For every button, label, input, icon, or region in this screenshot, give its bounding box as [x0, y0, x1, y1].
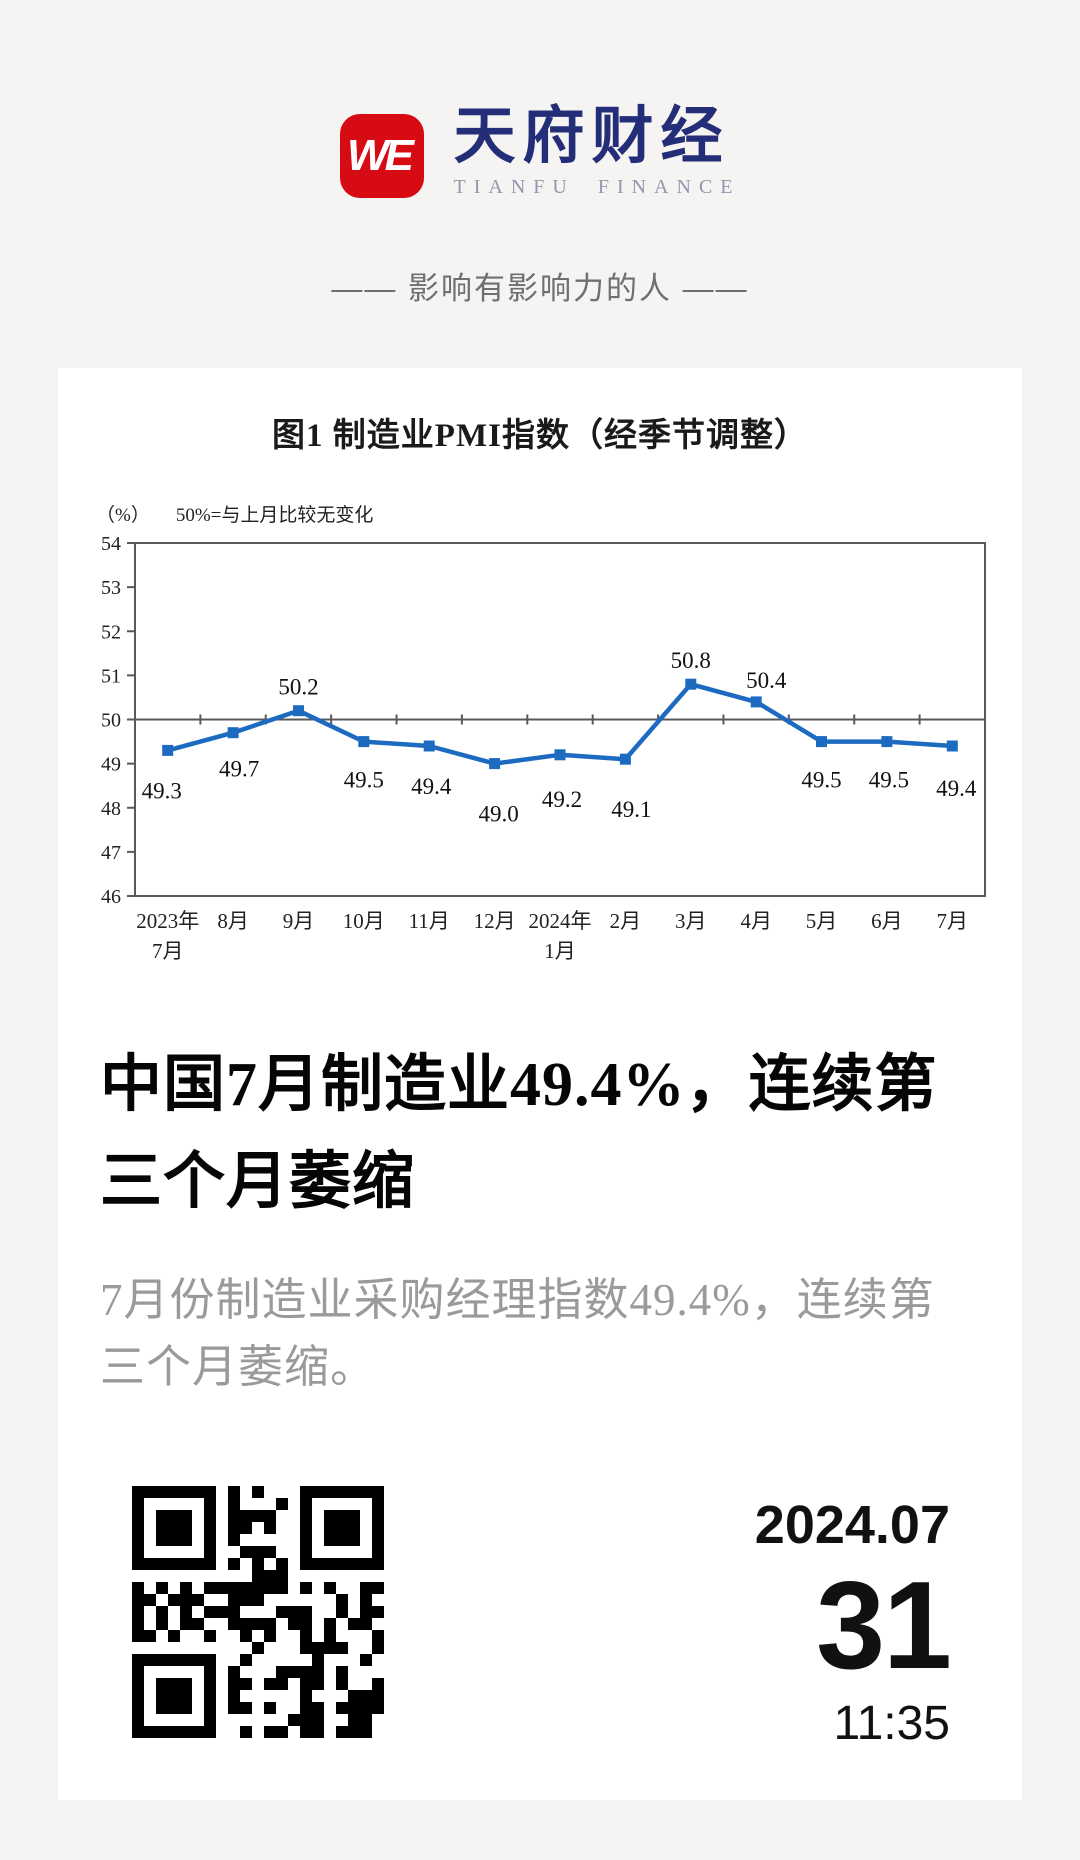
- card-footer: 2024.07 31 11:35: [132, 1485, 952, 1751]
- svg-text:49.4: 49.4: [411, 774, 452, 799]
- svg-text:49.4: 49.4: [936, 776, 977, 801]
- svg-text:12月: 12月: [474, 909, 516, 933]
- publish-day: 31: [816, 1556, 952, 1695]
- svg-text:49.5: 49.5: [344, 768, 384, 793]
- svg-text:46: 46: [101, 886, 121, 908]
- svg-text:5月: 5月: [806, 909, 838, 933]
- svg-text:7月: 7月: [152, 939, 184, 963]
- svg-text:11月: 11月: [409, 909, 450, 933]
- svg-text:4月: 4月: [740, 909, 772, 933]
- pmi-line-chart: 46 47 48 49 50 51 52 53 54 49.3 49.7 50.2 49.5 49.4 49…: [101, 533, 986, 963]
- svg-text:49.2: 49.2: [542, 787, 582, 812]
- svg-text:50: 50: [101, 710, 121, 732]
- brand-block: 天府财经 TIANFU FINANCE: [454, 104, 741, 199]
- svg-text:49.5: 49.5: [869, 768, 909, 793]
- article-summary: 7月份制造业采购经理指数49.4%，连续第三个月萎缩。: [100, 1274, 935, 1393]
- svg-text:47: 47: [101, 842, 121, 864]
- brand-name-chinese: 天府财经: [453, 102, 730, 171]
- svg-text:10月: 10月: [343, 909, 385, 933]
- brand-header: WE 天府财经 TIANFU FINANCE —— 影响有影响力的人 ——: [0, 0, 1080, 308]
- chart-unit-label: （%）: [96, 505, 150, 527]
- qr-code-icon: [132, 1485, 384, 1738]
- brand-name-english: TIANFU FINANCE: [453, 176, 741, 199]
- chart-title: 图1 制造业PMI指数（经季节调整）: [272, 418, 808, 455]
- chart-axis-note: （%） 50%=与上月比较无变化: [96, 500, 1022, 527]
- publish-datetime: 2024.07 31 11:35: [754, 1494, 952, 1751]
- news-card-page: WE 天府财经 TIANFU FINANCE —— 影响有影响力的人 —— 图1…: [0, 0, 1080, 1801]
- svg-text:8月: 8月: [217, 909, 249, 933]
- svg-text:2024年: 2024年: [529, 909, 592, 933]
- svg-text:7月: 7月: [937, 909, 969, 933]
- svg-text:2月: 2月: [610, 909, 642, 933]
- article-headline: 中国7月制造业49.4%，连续第三个月萎缩: [100, 1051, 938, 1216]
- publish-time: 11:35: [833, 1696, 950, 1750]
- svg-text:1月: 1月: [544, 939, 576, 963]
- chart-reference-note: 50%=与上月比较无变化: [175, 505, 374, 527]
- svg-text:50.4: 50.4: [746, 668, 787, 693]
- svg-text:52: 52: [101, 621, 121, 643]
- content-card: 图1 制造业PMI指数（经季节调整） （%） 50%=与上月比较无变化 46 47 4…: [58, 368, 1022, 1801]
- svg-text:9月: 9月: [283, 909, 315, 933]
- publish-year-month: 2024.07: [754, 1494, 950, 1555]
- svg-text:49: 49: [101, 754, 121, 776]
- brand-tagline: —— 影响有影响力的人 ——: [331, 271, 749, 307]
- svg-text:50.8: 50.8: [671, 648, 711, 673]
- brand-row: WE 天府财经 TIANFU FINANCE: [0, 104, 1080, 199]
- svg-text:49.5: 49.5: [801, 768, 841, 793]
- svg-text:54: 54: [101, 533, 121, 555]
- svg-text:49.1: 49.1: [611, 797, 651, 822]
- we-logo-icon: WE: [339, 114, 424, 198]
- svg-text:49.3: 49.3: [142, 778, 182, 803]
- svg-text:51: 51: [101, 665, 121, 687]
- svg-text:53: 53: [101, 577, 121, 599]
- svg-text:48: 48: [101, 798, 121, 820]
- svg-text:2023年: 2023年: [136, 909, 199, 933]
- svg-text:50.2: 50.2: [278, 675, 318, 700]
- svg-text:49.7: 49.7: [219, 757, 259, 782]
- svg-text:6月: 6月: [871, 909, 903, 933]
- svg-text:49.0: 49.0: [478, 802, 518, 827]
- svg-text:3月: 3月: [675, 909, 707, 933]
